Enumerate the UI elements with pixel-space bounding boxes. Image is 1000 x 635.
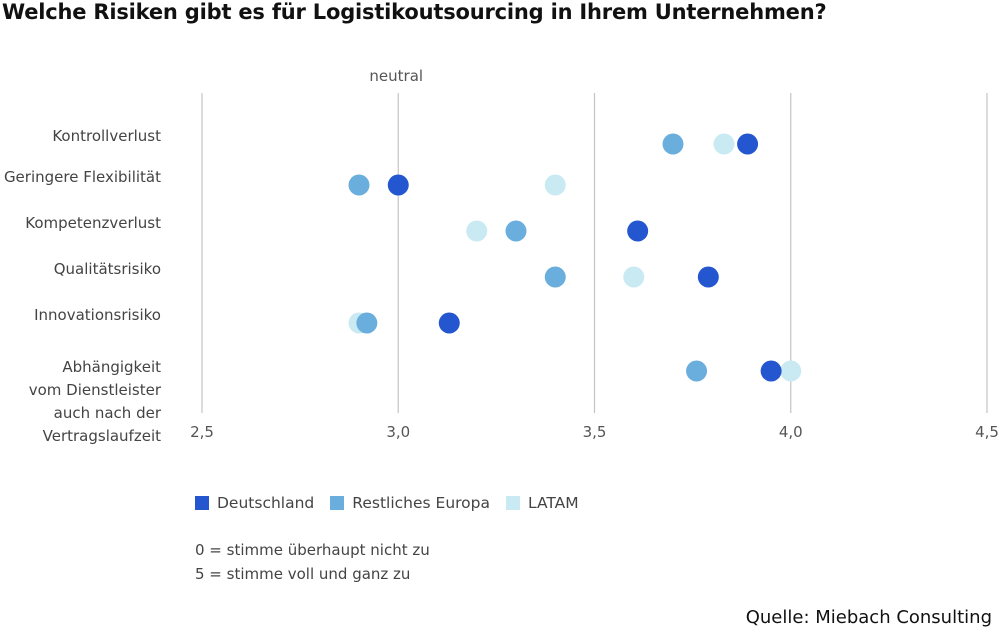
data-point <box>505 220 527 242</box>
data-point <box>623 266 645 288</box>
data-point <box>387 174 409 196</box>
data-point <box>544 266 566 288</box>
legend-label-deutschland: Deutschland <box>217 494 315 512</box>
legend-label-latam: LATAM <box>528 494 579 512</box>
category-label: Innovationsrisiko <box>34 306 161 324</box>
legend-swatch-restliches-europa <box>330 496 345 510</box>
data-point <box>780 360 802 382</box>
x-tick-label: 3,0 <box>386 423 410 441</box>
reference-line-label: neutral <box>369 67 423 85</box>
x-tick-label: 4,5 <box>975 423 999 441</box>
legend-item-latam: LATAM <box>506 494 579 512</box>
source-note: Quelle: Miebach Consulting <box>745 607 992 628</box>
x-tick-label: 4,0 <box>779 423 803 441</box>
legend-item-restliches-europa: Restliches Europa <box>330 494 490 512</box>
legend-item-deutschland: Deutschland <box>195 494 314 512</box>
category-label: Kompetenzverlust <box>25 214 161 232</box>
x-tick-label: 2,5 <box>190 423 214 441</box>
data-point <box>686 360 708 382</box>
data-point <box>466 220 488 242</box>
category-label: vom Dienstleister <box>29 381 162 399</box>
legend-label-restliches-europa: Restliches Europa <box>352 494 490 512</box>
x-tick-label: 3,5 <box>583 423 607 441</box>
legend-swatch-deutschland <box>195 496 209 510</box>
scale-note-min: 0 = stimme überhaupt nicht zu <box>195 541 430 559</box>
data-point <box>713 133 735 155</box>
category-label: Geringere Flexibilität <box>4 168 161 186</box>
data-point <box>662 133 684 155</box>
data-point <box>544 174 566 196</box>
legend: Deutschland Restliches Europa LATAM <box>195 494 595 512</box>
category-label: Kontrollverlust <box>52 127 161 145</box>
category-label: Vertragslaufzeit <box>43 427 161 445</box>
category-label: Qualitätsrisiko <box>54 260 161 278</box>
data-point <box>356 312 378 334</box>
scale-note-max: 5 = stimme voll und ganz zu <box>195 565 411 583</box>
chart-title: Welche Risiken gibt es für Logistikoutso… <box>2 0 827 24</box>
data-point <box>760 360 782 382</box>
legend-swatch-latam <box>506 496 520 510</box>
data-point <box>438 312 460 334</box>
data-point <box>737 133 759 155</box>
data-point <box>697 266 719 288</box>
category-label: auch nach der <box>54 404 162 422</box>
category-label: Abhängigkeit <box>62 358 161 376</box>
data-point <box>348 174 370 196</box>
data-point <box>627 220 649 242</box>
